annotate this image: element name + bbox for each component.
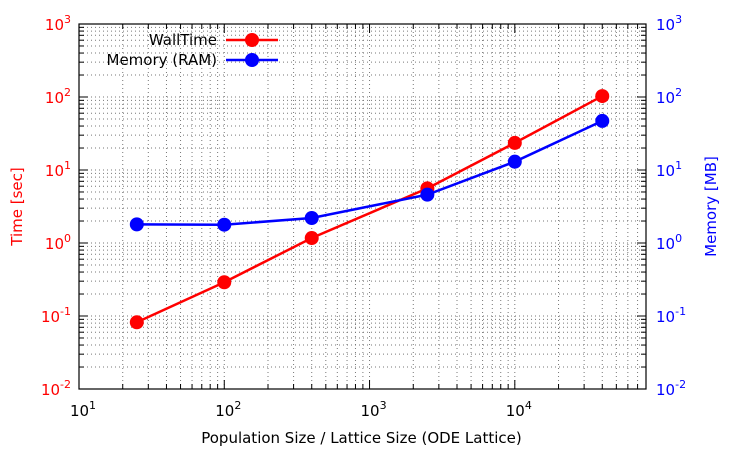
- x-tick-label: 103: [360, 399, 386, 420]
- series-memory: [129, 113, 610, 232]
- data-point: [507, 135, 522, 150]
- series: [129, 89, 610, 330]
- y-left-tick-label: 10-1: [41, 305, 71, 326]
- y-right-tick-label: 101: [656, 159, 682, 180]
- grid: [79, 24, 646, 389]
- x-axis-label: Population Size / Lattice Size (ODE Latt…: [201, 429, 522, 447]
- data-point: [129, 315, 144, 330]
- y-left-tick-label: 101: [45, 159, 71, 180]
- series-walltime: [129, 89, 610, 330]
- data-point: [129, 217, 144, 232]
- legend-swatch-marker: [245, 33, 259, 47]
- data-point: [595, 113, 610, 128]
- legend-item: WallTime: [149, 31, 278, 49]
- y-axis-left-label: Time [sec]: [8, 167, 26, 246]
- data-point: [304, 211, 319, 226]
- legend: WallTime Memory (RAM): [107, 31, 278, 69]
- y-right-tick-label: 102: [656, 86, 682, 107]
- y-left-tick-label: 10-2: [41, 378, 71, 399]
- y-right-tick-label: 10-1: [656, 305, 686, 326]
- data-point: [507, 154, 522, 169]
- x-tick-label: 104: [506, 399, 532, 420]
- data-point: [304, 231, 319, 246]
- legend-swatch-marker: [245, 53, 259, 67]
- y-right-tick-label: 103: [656, 13, 682, 34]
- data-point: [595, 89, 610, 104]
- legend-label: WallTime: [149, 31, 217, 49]
- y-left-tick-label: 102: [45, 86, 71, 107]
- legend-item: Memory (RAM): [107, 51, 278, 69]
- data-point: [217, 275, 232, 290]
- y-right-tick-label: 100: [656, 232, 682, 253]
- y-left-tick-label: 100: [45, 232, 71, 253]
- axis-ticks: [79, 24, 646, 389]
- series-line: [136, 94, 603, 324]
- x-tick-label: 102: [215, 399, 241, 420]
- x-tick-label: 101: [70, 399, 96, 420]
- data-point: [420, 187, 435, 202]
- tick-labels: 101 102 103 104 10-2 10-1 100 101 102 103 10-2 10-1…: [41, 13, 686, 420]
- y-right-tick-label: 10-2: [656, 378, 686, 399]
- legend-label: Memory (RAM): [107, 51, 218, 69]
- series-line: [136, 119, 603, 226]
- plot-frame: [78, 23, 647, 390]
- data-point: [217, 217, 232, 232]
- y-axis-right-label: Memory [MB]: [702, 156, 720, 257]
- y-left-tick-label: 103: [45, 13, 71, 34]
